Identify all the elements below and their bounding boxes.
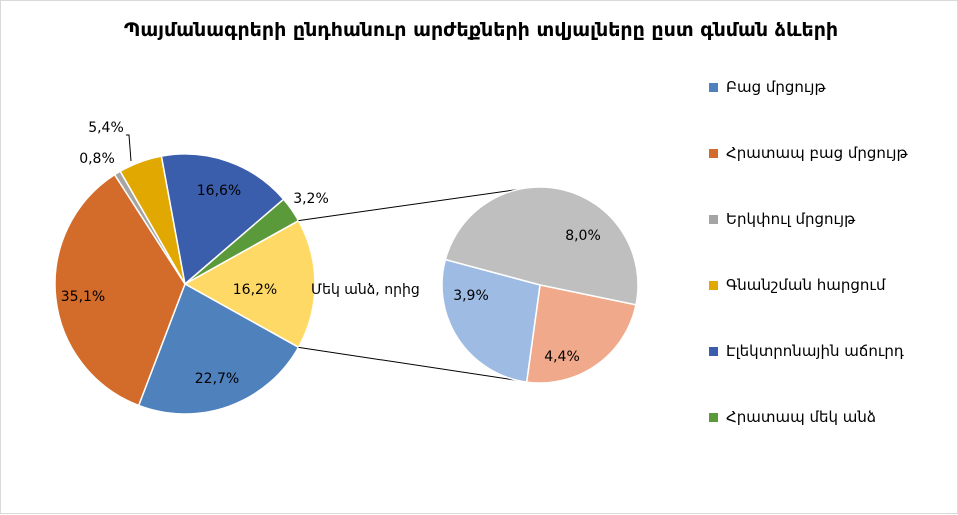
- data-label: 5,4%: [88, 120, 124, 136]
- legend-label: Հրատապ բաց մրցույթ: [726, 144, 908, 162]
- data-label: 3,2%: [293, 191, 329, 207]
- connector-lines: [298, 187, 529, 383]
- legend-swatch: [709, 214, 718, 224]
- slice-mek-andz: [183, 219, 316, 349]
- legend-item: Բաց մրցույթ: [709, 77, 826, 97]
- pie-slice: [137, 282, 300, 415]
- data-label: 16,2%: [233, 282, 277, 298]
- data-label: 22,7%: [195, 371, 239, 387]
- legend-swatch: [709, 148, 718, 158]
- secondary-slice: [525, 284, 637, 384]
- data-label: 16,6%: [197, 183, 241, 199]
- legend-swatch: [709, 82, 718, 92]
- legend-swatch: [709, 412, 718, 422]
- leader-line: [126, 134, 132, 162]
- data-label-category: Մեկ անձ, որից: [311, 282, 420, 298]
- legend-label: Գնանշման հարցում: [726, 276, 886, 294]
- legend-item: Հրատապ մեկ անձ: [709, 407, 876, 427]
- legend-swatch: [709, 346, 718, 356]
- secondary-data-label: 8,0%: [565, 228, 601, 244]
- connector-line-top: [298, 187, 529, 222]
- pie-slice: [160, 153, 285, 286]
- secondary-slice: [444, 186, 639, 306]
- legend-item: Երկփուլ մրցույթ: [709, 209, 855, 229]
- data-labels: 16,2% 22,7% 35,1% 0,8% 5,4% 16,6% 3,2% Մեկ անձ,…: [61, 120, 601, 387]
- connector-line-bottom: [298, 346, 529, 383]
- legend-item: Գնանշման հարցում: [709, 275, 885, 295]
- legend-item: Հրատապ բաց մրցույթ: [709, 143, 908, 163]
- secondary-slice: [441, 258, 541, 383]
- pie-slice: [184, 198, 300, 285]
- legend-label: Երկփուլ մրցույթ: [726, 210, 856, 228]
- data-label: 35,1%: [61, 289, 105, 305]
- legend-label: Հրատապ մեկ անձ: [726, 408, 876, 426]
- legend-item: Էլեկտրոնային աճուրդ: [709, 341, 904, 361]
- secondary-pie: [441, 186, 639, 384]
- legend-swatch: [709, 280, 718, 290]
- legend-label: Բաց մրցույթ: [726, 78, 826, 96]
- data-label: 0,8%: [79, 151, 115, 167]
- pie-slice: [54, 173, 186, 407]
- legend-label: Էլեկտրոնային աճուրդ: [726, 342, 904, 360]
- secondary-data-label: 3,9%: [453, 288, 489, 304]
- secondary-data-label: 4,4%: [544, 349, 580, 365]
- main-pie: [54, 153, 316, 415]
- chart-title: Պայմանագրերի ընդհանուր արժեքների տվյալնե…: [123, 19, 839, 41]
